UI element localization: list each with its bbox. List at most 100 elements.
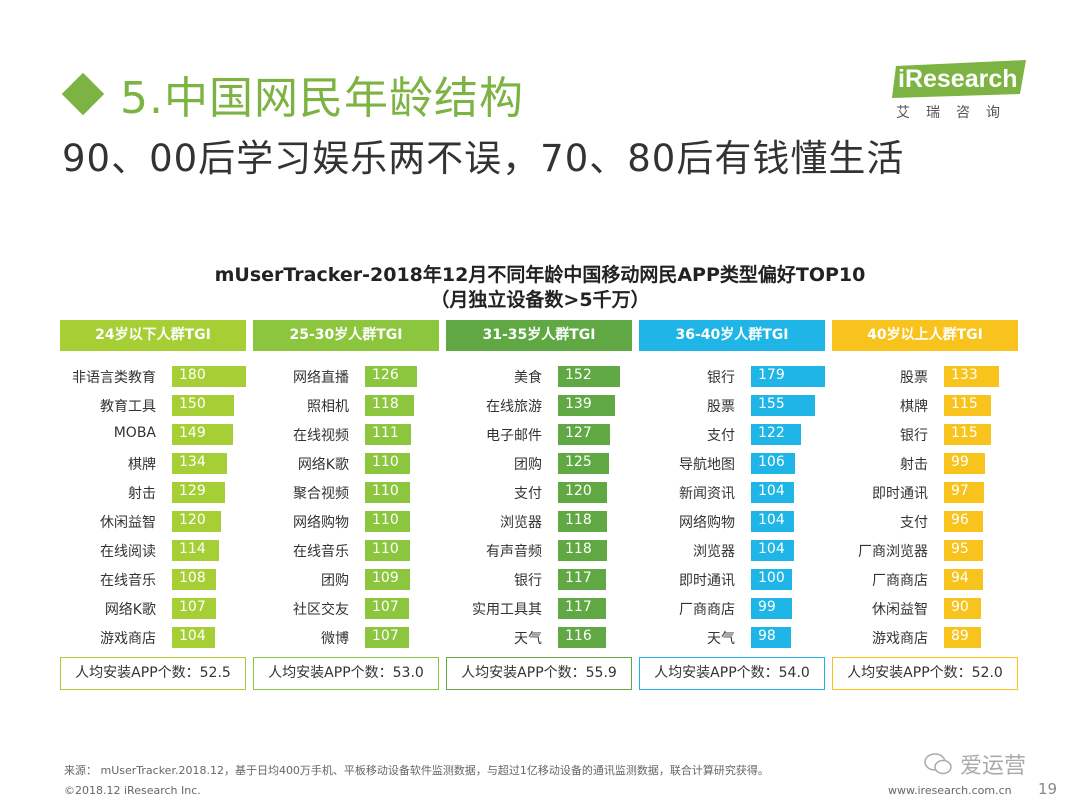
data-label: 179 <box>758 367 785 383</box>
group-footer: 人均安装APP个数：55.9 <box>446 657 632 690</box>
data-label: 118 <box>372 396 399 412</box>
bar-row: 网络购物 104 <box>639 510 825 539</box>
bar-row: 股票 155 <box>639 394 825 423</box>
tick-label: 厂商商店 <box>872 573 928 589</box>
group-footer: 人均安装APP个数：52.5 <box>60 657 246 690</box>
group-footer: 人均安装APP个数：52.0 <box>832 657 1018 690</box>
tick-label: 支付 <box>514 486 542 502</box>
bar-row: 在线音乐 108 <box>60 568 246 597</box>
bar-row: 休闲益智 90 <box>832 597 1018 626</box>
chart-group: 25-30岁人群TGI 网络直播 126 照相机 118 在线视频 111 网络K歌 110 聚合… <box>253 320 439 690</box>
tick-label: 在线音乐 <box>100 573 156 589</box>
chart-group: 24岁以下人群TGI 非语言类教育 180 教育工具 150 MOBA 149 棋牌 134 射击… <box>60 320 246 690</box>
bar-row: 厂商商店 94 <box>832 568 1018 597</box>
chart-group: 31-35岁人群TGI 美食 152 在线旅游 139 电子邮件 127 团购 125 支付 120… <box>446 320 632 690</box>
data-label: 109 <box>372 570 399 586</box>
data-label: 90 <box>951 599 969 615</box>
bar <box>558 395 615 416</box>
group-header: 36-40岁人群TGI <box>639 320 825 351</box>
tick-label: 银行 <box>514 573 542 589</box>
data-label: 99 <box>951 454 969 470</box>
bar <box>172 366 246 387</box>
bar-row: 在线视频 111 <box>253 423 439 452</box>
bar <box>751 482 794 503</box>
group-footer: 人均安装APP个数：53.0 <box>253 657 439 690</box>
data-label: 98 <box>758 628 776 644</box>
bar-row: 新闻资讯 104 <box>639 481 825 510</box>
data-label: 155 <box>758 396 785 412</box>
tick-label: 在线视频 <box>293 428 349 444</box>
tick-label: 网络K歌 <box>297 457 349 473</box>
bar <box>944 453 985 474</box>
bar <box>751 453 795 474</box>
bar-row: 非语言类教育 180 <box>60 365 246 394</box>
group-header: 24岁以下人群TGI <box>60 320 246 351</box>
bar <box>751 511 794 532</box>
bar <box>751 540 794 561</box>
logo-banner-icon <box>892 60 1026 98</box>
data-label: 99 <box>758 599 776 615</box>
wechat-icon <box>924 753 952 775</box>
slide-title-block: 5.中国网民年龄结构 <box>60 62 524 126</box>
source-note: 来源： mUserTracker.2018.12，基于日均400万手机、平板移动… <box>64 764 769 777</box>
bar-row: 在线音乐 110 <box>253 539 439 568</box>
tick-label: 微博 <box>321 631 349 647</box>
group-header: 31-35岁人群TGI <box>446 320 632 351</box>
bar <box>172 569 216 590</box>
bar <box>558 453 609 474</box>
bar-row: 网络购物 110 <box>253 510 439 539</box>
data-label: 134 <box>179 454 206 470</box>
bar <box>558 511 607 532</box>
data-label: 104 <box>179 628 206 644</box>
bar-row: 浏览器 104 <box>639 539 825 568</box>
bar-row: 棋牌 115 <box>832 394 1018 423</box>
bar-row: 网络K歌 110 <box>253 452 439 481</box>
slide-subtitle: 90、00后学习娱乐两不误，70、80后有钱懂生活 <box>62 137 905 180</box>
site-url: www.iresearch.com.cn <box>888 784 1012 797</box>
bar <box>751 627 791 648</box>
bar-row: 棋牌 134 <box>60 452 246 481</box>
tick-label: 即时通讯 <box>872 486 928 502</box>
bar <box>172 511 221 532</box>
bar <box>365 366 417 387</box>
tick-label: 股票 <box>707 399 735 415</box>
watermark: 爱运营 <box>924 748 1026 780</box>
bar-row: 微博 107 <box>253 626 439 655</box>
data-label: 129 <box>179 483 206 499</box>
bar <box>944 424 991 445</box>
chart-subtitle: （月独立设备数>5千万） <box>430 289 650 311</box>
group-footer: 人均安装APP个数：54.0 <box>639 657 825 690</box>
bar <box>172 453 227 474</box>
logo-text: iResearch <box>898 65 1018 93</box>
tick-label: 天气 <box>707 631 735 647</box>
data-label: 115 <box>951 425 978 441</box>
tick-label: 在线阅读 <box>100 544 156 560</box>
bar <box>944 482 984 503</box>
bar-row: 即时通讯 100 <box>639 568 825 597</box>
bar <box>365 424 411 445</box>
data-label: 118 <box>565 512 592 528</box>
bar <box>172 598 216 619</box>
tick-label: 浏览器 <box>500 515 542 531</box>
bar <box>365 627 409 648</box>
diamond-bullet-icon <box>61 72 105 116</box>
tick-label: 射击 <box>128 486 156 502</box>
data-label: 89 <box>951 628 969 644</box>
group-rows: 网络直播 126 照相机 118 在线视频 111 网络K歌 110 聚合视频 110 网络购物 11… <box>253 365 439 655</box>
bar-row: 网络直播 126 <box>253 365 439 394</box>
bar-row: 天气 116 <box>446 626 632 655</box>
data-label: 127 <box>565 425 592 441</box>
bar <box>365 453 410 474</box>
data-label: 108 <box>179 570 206 586</box>
bar <box>365 598 409 619</box>
tick-label: 游戏商店 <box>872 631 928 647</box>
bar <box>944 540 983 561</box>
tick-label: 电子邮件 <box>486 428 542 444</box>
bar-row: 网络K歌 107 <box>60 597 246 626</box>
bar <box>558 627 606 648</box>
bar <box>944 569 983 590</box>
tick-label: 团购 <box>514 457 542 473</box>
bar-row: 团购 125 <box>446 452 632 481</box>
bar-row: 有声音频 118 <box>446 539 632 568</box>
bar-row: 银行 117 <box>446 568 632 597</box>
